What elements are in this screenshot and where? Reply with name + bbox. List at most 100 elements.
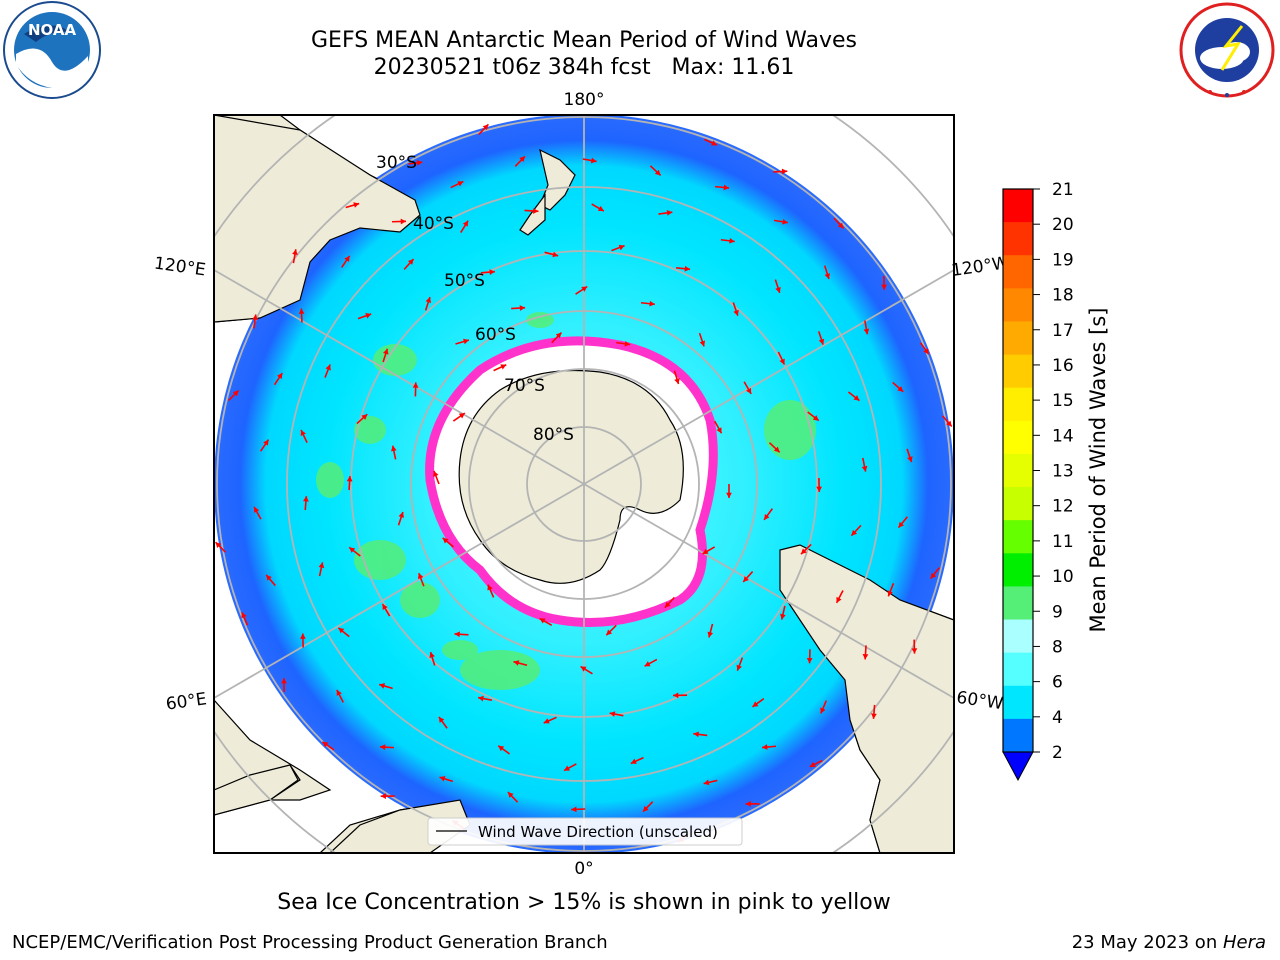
wind-arrow-head (930, 572, 937, 579)
wind-arrow-head (580, 666, 587, 672)
colorbar-segment (1003, 387, 1033, 422)
wind-arrow-head (816, 486, 823, 492)
colorbar-segment (1003, 453, 1033, 488)
lon-label-60e: 60°E (165, 689, 208, 714)
wind-arrow-head (837, 222, 844, 229)
colorbar-tick-label: 6 (1052, 673, 1063, 693)
footer-credit: NCEP/EMC/Verification Post Processing Pr… (12, 932, 608, 953)
latitude-labels: 30°S 40°S 50°S 60°S 70°S 80°S (376, 153, 574, 445)
wind-arrow-head (563, 765, 570, 771)
wind-arrow-head (252, 314, 258, 321)
wind-arrow-head (764, 513, 770, 520)
wind-arrow-head (338, 627, 345, 634)
wind-arrow-head (666, 210, 673, 216)
wind-arrow-head (400, 218, 407, 225)
wind-arrow-head (809, 761, 816, 767)
wind-arrow-head (702, 548, 709, 554)
colorbar-tick-label: 19 (1052, 250, 1074, 270)
wind-arrow-head (624, 340, 631, 347)
colorbar-tick-label: 8 (1052, 637, 1063, 657)
wind-arrow-head (745, 801, 751, 807)
wind-arrow-head (383, 348, 389, 355)
wind-arrow-head (513, 660, 520, 666)
wind-arrow-head (543, 718, 550, 724)
wind-arrow-head (898, 521, 905, 528)
colorbar-segment (1003, 354, 1033, 389)
wind-arrow-head (519, 156, 525, 163)
wind-arrow-head (482, 124, 489, 131)
lat-label-40s: 40°S (413, 214, 454, 234)
wind-arrow-head (674, 378, 680, 385)
lon-label-60w: 60°W (955, 688, 1004, 714)
colorbar-tick-label: 2 (1052, 743, 1063, 763)
wind-arrow-head (379, 683, 386, 689)
colorbar-segment (1003, 586, 1033, 621)
colorbar-tick-label: 12 (1052, 497, 1074, 517)
wind-arrow-head (723, 184, 730, 191)
wind-arrow-head (863, 328, 870, 335)
wind-arrow-head (442, 537, 449, 544)
wind-arrow-head (630, 758, 637, 764)
wind-arrow-head (507, 792, 514, 798)
wind-arrow-head (781, 168, 788, 175)
colorbar-tick-label: 4 (1052, 708, 1063, 728)
wind-arrow-head (552, 251, 559, 258)
wind-arrow-head (489, 269, 495, 275)
colorbar-tick-label: 14 (1052, 426, 1074, 446)
wind-arrow-head (782, 218, 788, 225)
colorbar-segment (1003, 718, 1033, 753)
lat-label-30s: 30°S (376, 153, 417, 173)
colorbar-tick-label: 16 (1052, 356, 1074, 376)
wind-arrow-head (836, 596, 842, 603)
wind-direction-arrows (214, 123, 953, 843)
wind-arrow-head (325, 364, 331, 371)
wind-arrow-head (353, 202, 360, 208)
wind-arrow-head (642, 805, 649, 812)
wind-arrow-head (818, 338, 825, 345)
wind-arrow-head (853, 395, 860, 401)
wind-arrow-head (907, 456, 913, 463)
wind-arrow-head (571, 806, 577, 813)
colorbar-tick-label: 21 (1052, 180, 1074, 200)
wind-arrow-head (590, 157, 597, 164)
colorbar: 21 20 19 18 17 16 15 14 13 12 11 10 9 8 6 4 2 Mean Perio… (1002, 180, 1110, 782)
wind-arrow-head (433, 470, 439, 477)
wind-arrow-head (379, 744, 386, 751)
wind-arrow-head (298, 308, 305, 314)
wind-arrow-head (881, 284, 887, 290)
colorbar-tick-label: 15 (1052, 391, 1074, 411)
colorbar-segment (1003, 685, 1033, 720)
lon-label-0: 0° (574, 859, 593, 879)
colorbar-extend-triangle (1002, 751, 1034, 782)
chart-subtitle: 20230521 t06z 384h fcst Max: 11.61 (373, 55, 795, 80)
wind-arrow-head (812, 415, 819, 421)
map-legend: Wind Wave Direction (unscaled) (427, 817, 743, 846)
wind-arrow-head (439, 776, 446, 782)
colorbar-segment (1003, 619, 1033, 654)
wind-arrow-head (300, 429, 306, 436)
wind-arrow-head (478, 695, 484, 702)
colorbar-ticks: 21 20 19 18 17 16 15 14 13 12 11 10 9 8 6 4 2 (1033, 180, 1074, 763)
wind-arrow-head (555, 332, 562, 339)
wind-arrow-head (382, 604, 388, 611)
wind-arrow-head (806, 657, 813, 664)
wind-arrow-head (736, 664, 742, 671)
wind-arrow-head (664, 601, 671, 608)
graticule (214, 115, 954, 853)
wind-arrow-head (241, 612, 247, 619)
wind-arrow-head (281, 678, 287, 684)
colorbar-tick-label: 17 (1052, 321, 1074, 341)
wind-arrow-head (644, 661, 651, 667)
wind-arrow-head (746, 387, 752, 394)
lat-label-70s: 70°S (504, 376, 545, 396)
wind-arrow-head (820, 707, 826, 714)
wind-arrow-head (684, 265, 691, 272)
wind-arrow-head (773, 446, 780, 453)
wind-arrow-head (711, 140, 718, 146)
wind-arrow-head (609, 711, 616, 717)
colorbar-segment (1003, 321, 1033, 356)
wind-arrow-head (597, 205, 604, 212)
colorbar-segment (1003, 420, 1033, 455)
wind-arrow-head (703, 779, 710, 786)
wind-arrow-head (654, 169, 661, 176)
